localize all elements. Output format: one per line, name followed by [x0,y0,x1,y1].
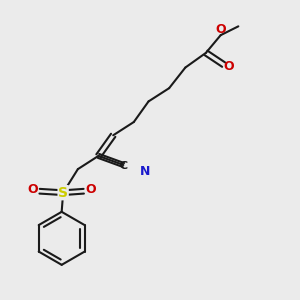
Text: O: O [224,61,234,74]
Text: N: N [140,165,150,178]
Text: O: O [215,23,226,36]
Text: O: O [28,183,38,196]
Text: S: S [58,186,68,200]
Text: C: C [120,160,128,170]
Text: O: O [85,183,95,196]
